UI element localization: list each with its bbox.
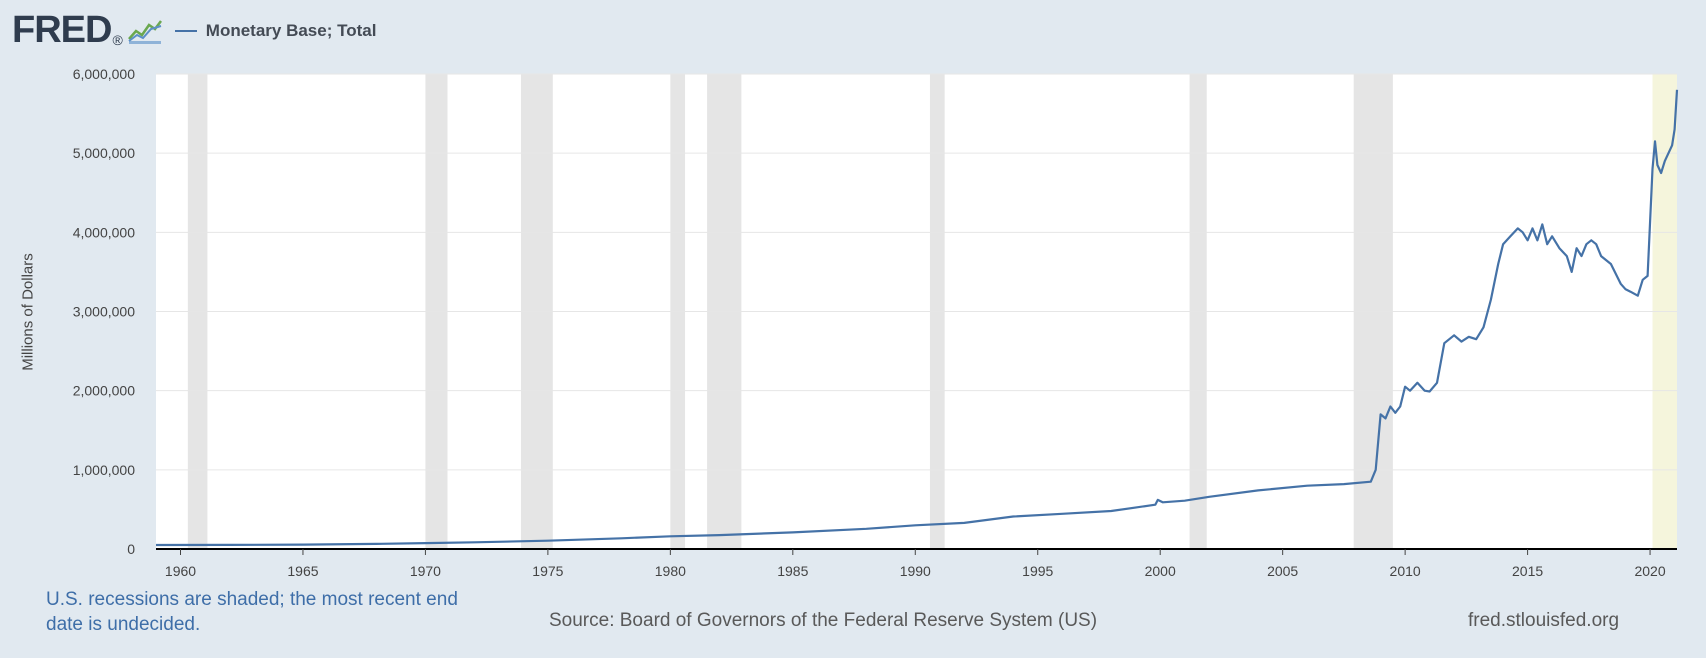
x-tick-label: 1980 [655, 563, 686, 579]
x-tick-label: 1990 [900, 563, 931, 579]
x-tick-label: 2005 [1267, 563, 1298, 579]
x-tick-label: 1960 [165, 563, 196, 579]
x-tick-label: 2010 [1390, 563, 1421, 579]
x-tick-label: 1985 [777, 563, 808, 579]
x-tick-label: 1970 [410, 563, 441, 579]
x-tick-label: 2000 [1145, 563, 1176, 579]
site-link[interactable]: fred.stlouisfed.org [1468, 610, 1620, 631]
fred-logo[interactable]: FRED [12, 9, 112, 51]
registered-mark: ® [112, 32, 123, 48]
y-tick-label: 1,000,000 [73, 462, 135, 478]
y-tick-label: 3,000,000 [73, 304, 135, 320]
x-tick-label: 1975 [532, 563, 563, 579]
legend: Monetary Base; Total [174, 21, 377, 41]
x-tick-label: 2020 [1634, 563, 1665, 579]
y-tick-label: 0 [127, 541, 135, 557]
y-tick-label: 6,000,000 [73, 66, 135, 82]
source-note: Source: Board of Governors of the Federa… [549, 610, 1098, 631]
y-tick-label: 5,000,000 [73, 145, 135, 161]
chart-header: FRED ® Monetary Base; Total [12, 8, 376, 52]
series-lines [155, 89, 1679, 547]
chart-line-icon [127, 20, 162, 44]
x-tick-label: 1965 [287, 563, 318, 579]
y-tick-label: 4,000,000 [73, 224, 135, 240]
series-line[interactable] [155, 89, 1679, 547]
legend-series-label: Monetary Base; Total [205, 21, 377, 40]
y-tick-label: 2,000,000 [73, 383, 135, 399]
tick-labels: 0 1,000,000 2,000,000 3,000,000 4,000,000 5,0… [73, 66, 1666, 579]
legend-swatch [174, 30, 197, 32]
x-tick-label: 2015 [1512, 563, 1543, 579]
x-tick-label: 1995 [1022, 563, 1053, 579]
recession-footnote: U.S. recessions are shaded; the most rec… [46, 589, 458, 635]
